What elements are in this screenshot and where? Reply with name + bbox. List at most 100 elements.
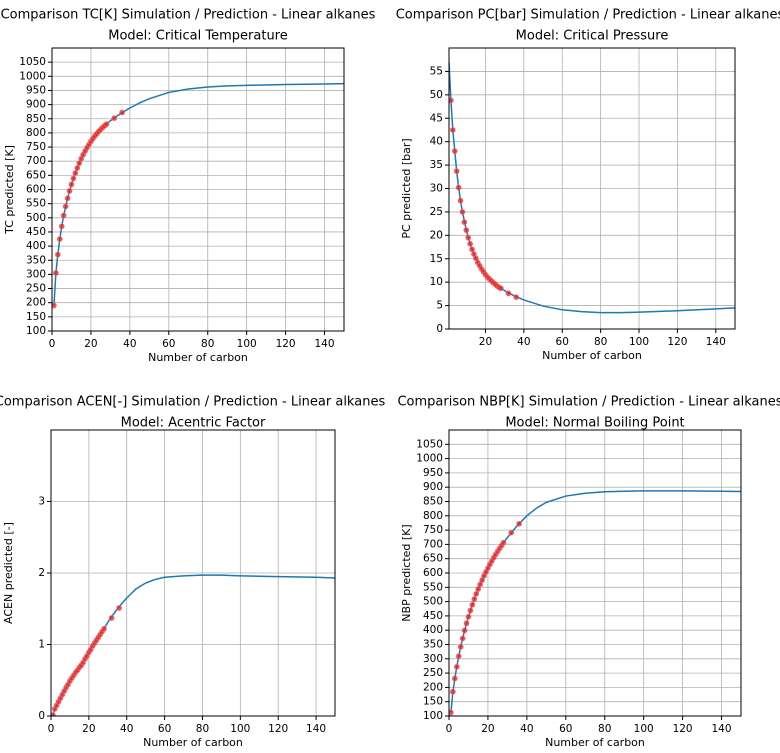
y-tick-label: 1000: [19, 70, 46, 82]
chart-subtitle: Model: Critical Temperature: [108, 29, 288, 44]
simulation-point: [56, 236, 63, 242]
x-tick-label: 140: [706, 336, 726, 348]
x-tick-label: 60: [162, 338, 175, 350]
x-tick-label: 20: [84, 338, 97, 350]
y-tick-label: 250: [423, 667, 443, 679]
x-tick-label: 120: [276, 338, 296, 350]
x-tick-label: 80: [598, 723, 611, 735]
x-tick-label: 80: [594, 336, 607, 348]
simulation-point: [465, 234, 472, 241]
x-axis-label: Number of carbon: [143, 736, 243, 749]
simulation-point: [497, 285, 504, 292]
y-tick-label: 750: [423, 524, 443, 536]
y-tick-label: 600: [423, 567, 443, 579]
x-tick-label: 100: [634, 723, 654, 735]
x-tick-label: 60: [559, 723, 572, 735]
chart-nbp: Comparison NBP[K] Simulation / Predictio…: [397, 395, 780, 750]
simulation-point: [66, 188, 73, 194]
y-tick-label: 150: [423, 696, 443, 708]
simulation-point: [457, 197, 464, 204]
simulation-point: [449, 127, 456, 133]
y-tick-label: 550: [26, 198, 46, 210]
y-tick-label: 450: [423, 610, 443, 622]
simulation-point: [54, 251, 61, 258]
simulation-point: [516, 520, 522, 527]
y-tick-label: 1000: [416, 453, 443, 465]
x-tick-label: 0: [49, 338, 56, 350]
simulation-point: [463, 227, 470, 234]
simulation-point: [62, 203, 69, 210]
simulation-point: [60, 212, 67, 219]
gridlines: [448, 430, 741, 717]
simulation-point: [465, 613, 472, 620]
simulation-point: [64, 195, 71, 202]
y-tick-label: 300: [423, 653, 443, 665]
y-axis-label: PC predicted [bar]: [400, 138, 413, 238]
x-axis-label: Number of carbon: [545, 736, 645, 749]
y-tick-label: 2: [38, 567, 45, 579]
y-tick-label: 150: [26, 311, 46, 323]
simulation-point: [453, 168, 460, 175]
y-tick-label: 450: [26, 226, 46, 238]
y-tick-label: 850: [423, 496, 443, 508]
simulation-point: [453, 663, 460, 670]
x-tick-label: 40: [520, 723, 533, 735]
chart-subtitle: Model: Normal Boiling Point: [505, 416, 684, 431]
simulation-point: [461, 627, 468, 634]
plot-area: [449, 490, 741, 716]
simulation-point: [463, 620, 470, 627]
y-tick-label: 200: [26, 297, 46, 309]
simulation-point: [449, 97, 454, 104]
y-tick-label: 550: [423, 581, 443, 593]
axes-frame: [50, 429, 336, 717]
x-tick-label: 40: [517, 336, 530, 348]
chart-subtitle: Model: Acentric Factor: [121, 416, 266, 431]
y-tick-label: 800: [423, 510, 443, 522]
x-tick-label: 120: [673, 723, 693, 735]
x-tick-label: 0: [446, 723, 453, 735]
axes-frame: [51, 47, 345, 332]
y-tick-label: 20: [430, 229, 443, 241]
simulation-point: [471, 596, 478, 602]
gridlines: [51, 48, 344, 332]
x-tick-label: 80: [201, 338, 214, 350]
y-tick-label: 15: [430, 253, 443, 265]
chart-subtitle: Model: Critical Pressure: [516, 29, 669, 44]
simulation-point: [58, 223, 65, 230]
x-tick-label: 100: [629, 336, 649, 348]
simulation-point: [103, 121, 110, 128]
x-tick-label: 20: [481, 723, 494, 735]
x-tick-label: 120: [667, 336, 687, 348]
y-tick-label: 950: [423, 467, 443, 479]
simulation-point: [455, 653, 462, 660]
y-tick-label: 50: [430, 89, 443, 101]
y-tick-label: 400: [26, 240, 46, 252]
simulation-point: [508, 529, 515, 536]
y-tick-label: 10: [430, 276, 443, 288]
y-tick-label: 650: [26, 169, 46, 181]
simulation-point: [108, 615, 115, 621]
axes-frame: [448, 429, 742, 717]
y-tick-label: 950: [26, 84, 46, 96]
gridlines: [50, 430, 335, 717]
y-tick-label: 700: [26, 155, 46, 167]
x-tick-label: 140: [306, 723, 326, 735]
simulation-point: [451, 675, 458, 682]
y-tick-label: 1050: [19, 56, 46, 68]
simulation-point: [473, 590, 480, 597]
x-tick-label: 40: [123, 338, 136, 350]
x-axis-label: Number of carbon: [148, 351, 248, 364]
simulation-point: [455, 184, 462, 191]
y-axis-label: ACEN predicted [-]: [2, 522, 15, 624]
y-tick-label: 100: [423, 710, 443, 722]
y-tick-label: 900: [423, 481, 443, 493]
simulation-point: [461, 219, 468, 226]
simulation-point: [467, 240, 474, 247]
prediction-curve: [53, 82, 344, 306]
simulation-point: [449, 709, 454, 716]
x-tick-label: 140: [712, 723, 732, 735]
y-tick-label: 100: [26, 325, 46, 337]
y-tick-label: 3: [38, 496, 45, 508]
y-tick-label: 750: [26, 141, 46, 153]
